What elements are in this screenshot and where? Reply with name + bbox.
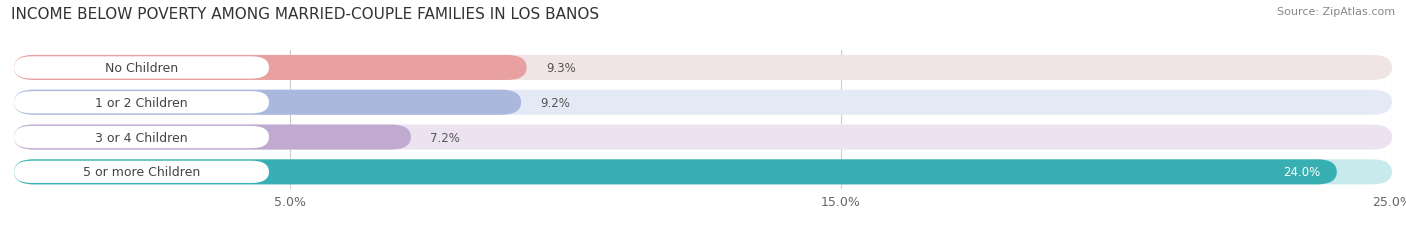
FancyBboxPatch shape: [14, 160, 1392, 185]
Text: 3 or 4 Children: 3 or 4 Children: [96, 131, 188, 144]
Text: 24.0%: 24.0%: [1284, 166, 1320, 179]
FancyBboxPatch shape: [14, 125, 1392, 150]
FancyBboxPatch shape: [14, 161, 269, 183]
FancyBboxPatch shape: [14, 125, 411, 150]
FancyBboxPatch shape: [14, 92, 269, 114]
FancyBboxPatch shape: [14, 56, 1392, 81]
FancyBboxPatch shape: [14, 56, 527, 81]
FancyBboxPatch shape: [14, 160, 1337, 185]
Text: 5 or more Children: 5 or more Children: [83, 166, 200, 179]
FancyBboxPatch shape: [14, 90, 522, 115]
Text: 9.3%: 9.3%: [546, 62, 575, 75]
Text: INCOME BELOW POVERTY AMONG MARRIED-COUPLE FAMILIES IN LOS BANOS: INCOME BELOW POVERTY AMONG MARRIED-COUPL…: [11, 7, 599, 22]
FancyBboxPatch shape: [14, 57, 269, 79]
Text: 1 or 2 Children: 1 or 2 Children: [96, 96, 188, 109]
Text: Source: ZipAtlas.com: Source: ZipAtlas.com: [1277, 7, 1395, 17]
FancyBboxPatch shape: [14, 90, 1392, 115]
Text: No Children: No Children: [105, 62, 179, 75]
Text: 9.2%: 9.2%: [540, 96, 571, 109]
FancyBboxPatch shape: [14, 126, 269, 149]
Text: 7.2%: 7.2%: [430, 131, 460, 144]
